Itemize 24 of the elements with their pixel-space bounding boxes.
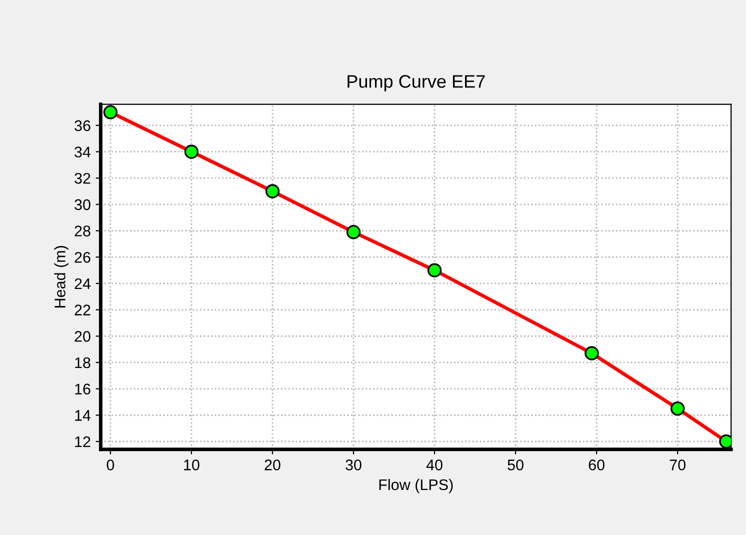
- x-axis-title: Flow (LPS): [379, 478, 453, 494]
- y-tick-label: 16: [75, 384, 90, 394]
- y-axis-title: Head (m): [54, 246, 68, 308]
- chart-title: Pump Curve EE7: [348, 75, 485, 92]
- x-tick-label: 50: [508, 460, 524, 470]
- x-tick-label: 60: [588, 460, 604, 470]
- x-tick-label: 40: [426, 460, 442, 470]
- y-tick-label: 22: [74, 304, 90, 316]
- x-tick-label: 20: [264, 460, 280, 470]
- y-tick-label: 20: [74, 331, 90, 342]
- y-tick-label: 34: [74, 146, 91, 158]
- y-tick-label: 18: [75, 357, 90, 368]
- y-tick-label: 24: [74, 278, 91, 289]
- y-tick-label: 26: [74, 252, 90, 263]
- x-tick-label: 10: [184, 460, 200, 470]
- x-tick-label: 70: [670, 460, 686, 470]
- x-tick-label: 30: [346, 460, 362, 470]
- y-tick-label: 12: [75, 436, 90, 448]
- x-tick-label: 0: [106, 460, 114, 470]
- y-tick-label: 30: [74, 199, 90, 210]
- y-tick-label: 32: [74, 172, 90, 184]
- y-tick-label: 28: [74, 226, 90, 236]
- y-tick-label: 14: [75, 410, 91, 421]
- y-tick-label: 36: [74, 120, 90, 132]
